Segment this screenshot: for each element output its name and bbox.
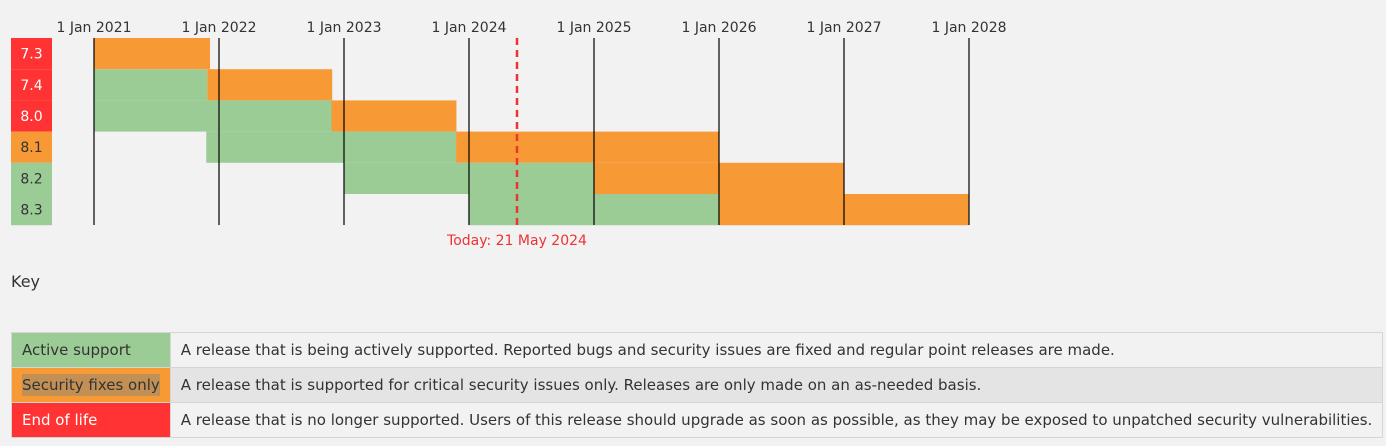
year-label-2023: 1 Jan 2023 [306, 20, 381, 36]
key-row-active: Active support A release that is being a… [11, 332, 1384, 368]
year-label-2027: 1 Jan 2027 [806, 20, 881, 36]
key-label-security: Security fixes only [11, 367, 171, 403]
key-desc-active: A release that is being actively support… [169, 332, 1384, 368]
key-table: Active support A release that is being a… [11, 332, 1384, 438]
year-label-2025: 1 Jan 2025 [556, 20, 631, 36]
security-bar-8-1 [456, 131, 719, 163]
key-label-security-text: Security fixes only [22, 374, 160, 396]
security-bar-8-0 [331, 100, 457, 132]
key-row-security: Security fixes only A release that is su… [11, 367, 1384, 403]
version-cell-8-0 [11, 100, 52, 132]
year-label-2024: 1 Jan 2024 [431, 20, 506, 36]
security-bar-7-3 [94, 38, 211, 70]
today-label: Today: 21 May 2024 [446, 233, 587, 249]
year-label-2026: 1 Jan 2026 [681, 20, 756, 36]
version-label-7-3: 7.3 [20, 47, 42, 63]
active-bar-8-0 [94, 100, 332, 132]
version-cell-8-3 [11, 194, 52, 226]
key-row-eol: End of life A release that is no longer … [11, 402, 1384, 438]
version-label-7-4: 7.4 [20, 78, 42, 94]
key-label-eol: End of life [11, 402, 171, 438]
version-label-8-1: 8.1 [20, 140, 42, 156]
year-label-2022: 1 Jan 2022 [181, 20, 256, 36]
key-heading: Key [11, 272, 41, 291]
year-label-2021: 1 Jan 2021 [56, 20, 131, 36]
version-cell-7-4 [11, 69, 52, 101]
active-bar-7-4 [94, 69, 208, 101]
year-label-2028: 1 Jan 2028 [931, 20, 1006, 36]
version-label-8-0: 8.0 [20, 109, 42, 125]
release-timeline-chart: 7.3 7.4 8.0 8.1 8.2 8.3 1 Jan 2021 1 Jan 2022 1 … [11, 20, 1007, 249]
version-label-8-2: 8.2 [20, 171, 42, 187]
version-label-8-3: 8.3 [20, 203, 42, 219]
version-cell-8-1 [11, 131, 52, 163]
key-label-active: Active support [11, 332, 171, 368]
version-cell-7-3 [11, 38, 52, 70]
version-cell-8-2 [11, 162, 52, 194]
key-desc-eol: A release that is no longer supported. U… [169, 402, 1384, 438]
key-desc-security: A release that is supported for critical… [169, 367, 1384, 403]
security-bar-7-4 [207, 69, 333, 101]
active-bar-8-1 [206, 131, 457, 163]
